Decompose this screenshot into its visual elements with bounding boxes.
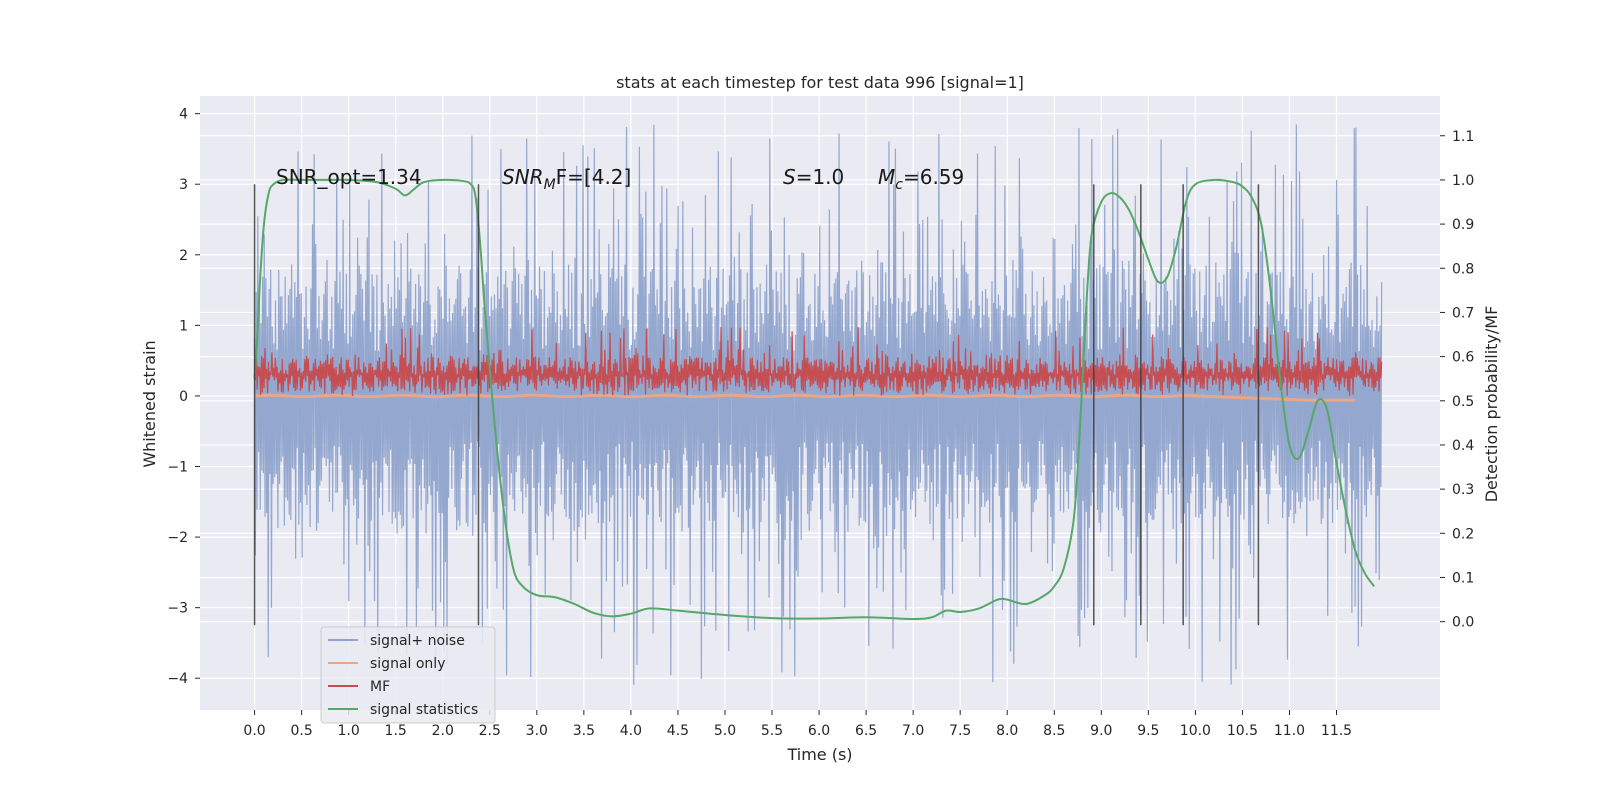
x-tick-label: 3.0 xyxy=(526,723,548,739)
y-left-tick-label: 0 xyxy=(179,389,188,405)
x-tick-label: 4.0 xyxy=(620,723,642,739)
y-left-tick-label: 2 xyxy=(179,248,188,264)
y-right-tick-label: 0.9 xyxy=(1452,217,1474,233)
y-right-tick-label: 0.1 xyxy=(1452,570,1474,586)
x-axis-ticks: 0.0 0.5 1.0 1.5 2.0 2.5 3.0 3.5 4.0 4.5 5.0 5.5 6.0 6… xyxy=(243,710,1352,739)
y-right-tick-label: 0.4 xyxy=(1452,438,1474,454)
chart-title: stats at each timestep for test data 996… xyxy=(616,73,1024,92)
x-tick-label: 2.0 xyxy=(432,723,454,739)
annotation-s-sym: S xyxy=(783,165,796,189)
x-tick-label: 11.0 xyxy=(1274,723,1305,739)
y-left-tick-label: −1 xyxy=(167,460,188,476)
legend: signal+ noise signal only MF signal stat… xyxy=(320,626,496,724)
y-right-tick-label: 0.6 xyxy=(1452,350,1474,366)
y-left-axis-ticks: −4 −3 −2 −1 0 1 2 3 4 xyxy=(167,107,200,687)
y-left-tick-label: −2 xyxy=(167,530,188,546)
annotation-mc-val: =6.59 xyxy=(903,165,964,189)
annotation-s: S=1.0 xyxy=(783,165,844,189)
annotation-mc-sym: M xyxy=(878,165,895,189)
y-right-tick-label: 0.0 xyxy=(1452,615,1474,631)
x-tick-label: 7.0 xyxy=(902,723,924,739)
annotation-snr-mf: SNRMF=[4.2] xyxy=(502,165,631,193)
x-tick-label: 6.0 xyxy=(808,723,830,739)
x-tick-label: 9.5 xyxy=(1137,723,1159,739)
x-tick-label: 1.0 xyxy=(338,723,360,739)
annotation-mc-sub: c xyxy=(895,177,903,193)
y-left-axis-label: Whitened strain xyxy=(140,340,159,467)
vertical-markers xyxy=(253,184,1260,626)
x-tick-label: 0.5 xyxy=(290,723,312,739)
x-tick-label: 2.5 xyxy=(479,723,501,739)
annotation-mc: Mc=6.59 xyxy=(878,165,964,193)
annotation-snr-mf-base: SNR xyxy=(502,165,544,189)
y-right-tick-label: 1.0 xyxy=(1452,173,1474,189)
series-signal-statistics-line xyxy=(253,178,1375,621)
y-left-tick-label: −4 xyxy=(167,671,188,687)
y-right-tick-label: 0.8 xyxy=(1452,261,1474,277)
x-tick-label: 4.5 xyxy=(667,723,689,739)
x-tick-label: 8.5 xyxy=(1043,723,1065,739)
x-tick-label: 8.0 xyxy=(996,723,1018,739)
y-right-tick-label: 0.5 xyxy=(1452,394,1474,410)
x-tick-label: 5.5 xyxy=(761,723,783,739)
x-tick-label: 0.0 xyxy=(243,723,265,739)
annotation-snr-mf-sub: M xyxy=(544,177,556,193)
y-right-tick-label: 1.1 xyxy=(1452,129,1474,145)
y-right-tick-label: 0.2 xyxy=(1452,526,1474,542)
x-tick-label: 6.5 xyxy=(855,723,877,739)
series-layer xyxy=(253,124,1383,685)
y-left-tick-label: −3 xyxy=(167,601,188,617)
x-axis-label: Time (s) xyxy=(786,745,852,764)
y-right-axis-ticks: 0.0 0.1 0.2 0.3 0.4 0.5 0.6 0.7 0.8 0.9 1.0 1.1 xyxy=(1440,129,1474,631)
series-mf-line xyxy=(253,327,1383,396)
annotation-snr-opt: SNR_opt=1.34 xyxy=(276,165,422,189)
y-left-tick-label: 3 xyxy=(179,177,188,193)
y-left-tick-label: 1 xyxy=(179,318,188,334)
legend-label-mf: MF xyxy=(370,679,390,695)
y-right-tick-label: 0.7 xyxy=(1452,305,1474,321)
legend-label-signal-statistics: signal statistics xyxy=(370,702,478,718)
legend-label-signal-noise: signal+ noise xyxy=(370,633,465,649)
x-tick-label: 1.5 xyxy=(385,723,407,739)
x-tick-label: 10.0 xyxy=(1180,723,1211,739)
x-tick-label: 5.0 xyxy=(714,723,736,739)
annotation-snr-mf-rest: F=[4.2] xyxy=(556,165,632,189)
x-tick-label: 11.5 xyxy=(1321,723,1352,739)
series-signal-only-line xyxy=(254,393,1356,402)
y-right-tick-label: 0.3 xyxy=(1452,482,1474,498)
x-tick-label: 3.5 xyxy=(573,723,595,739)
y-right-axis-label: Detection probability/MF xyxy=(1482,306,1501,503)
legend-label-signal-only: signal only xyxy=(370,656,445,672)
legend-box xyxy=(320,626,496,724)
x-tick-label: 7.5 xyxy=(949,723,971,739)
annotation-s-val: =1.0 xyxy=(796,165,845,189)
x-tick-label: 9.0 xyxy=(1090,723,1112,739)
x-tick-label: 10.5 xyxy=(1227,723,1258,739)
y-left-tick-label: 4 xyxy=(179,107,188,123)
